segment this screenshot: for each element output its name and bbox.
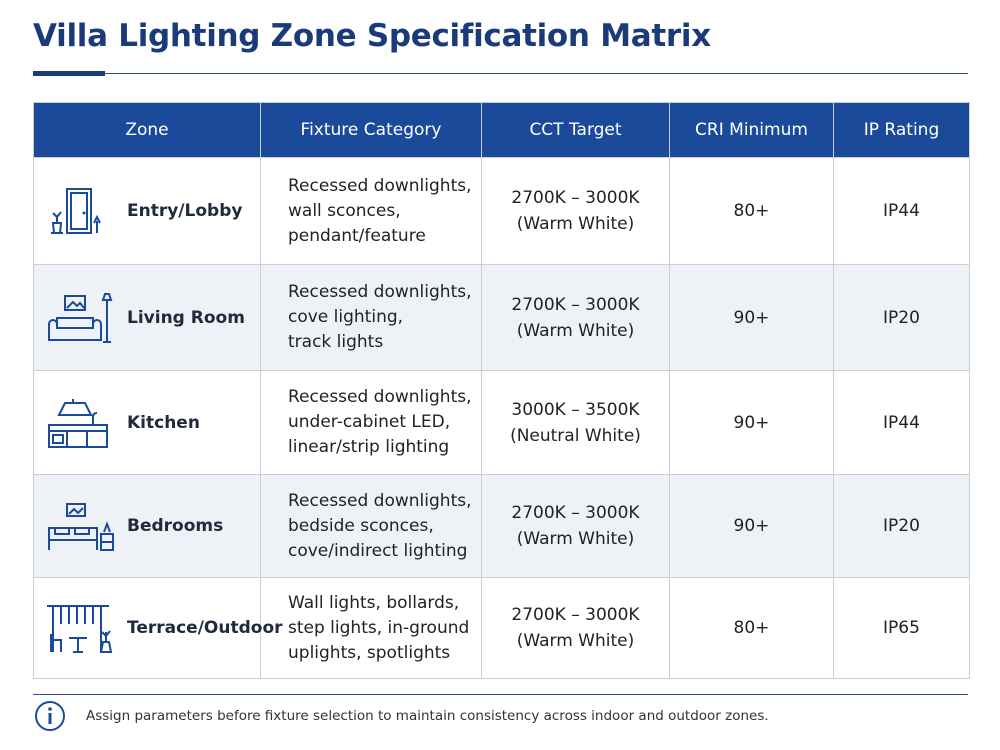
zone-cell: Bedrooms <box>33 474 261 578</box>
ip-cell: IP20 <box>833 474 970 578</box>
zone-cell: Kitchen <box>33 370 261 475</box>
ip-cell: IP44 <box>833 370 970 475</box>
fixture-line: linear/strip lighting <box>288 437 450 457</box>
cct-line: (Warm White) <box>516 631 635 651</box>
fixture-cell: Wall lights, bollards, step lights, in-gr… <box>260 577 482 679</box>
header-row: Zone Fixture Category CCT Target CRI Minimu… <box>33 102 970 158</box>
cct-line: 2700K – 3000K <box>511 294 640 315</box>
fixture-cell: Recessed downlights, wall sconces, pendant… <box>260 157 482 265</box>
zone-cell: Entry/Lobby <box>33 157 261 265</box>
zone-wrap: Terrace/Outdoor <box>35 600 283 656</box>
zone-name: Living Room <box>127 307 245 328</box>
zone-icon <box>48 292 113 343</box>
fixture-line: wall sconces, <box>288 200 401 221</box>
column-header: IP Rating <box>833 102 970 158</box>
zone-cell: Living Room <box>33 264 261 371</box>
zone-name: Bedrooms <box>127 516 224 536</box>
spec-table: Zone Fixture Category CCT Target CRI Minimu… <box>33 102 970 679</box>
title-accent <box>33 71 105 76</box>
column-header: CRI Minimum <box>669 102 834 158</box>
fixture-cell: Recessed downlights, under-cabinet LED, li… <box>260 370 482 475</box>
cri-cell: 80+ <box>669 577 834 679</box>
fixture-line: Recessed downlights, <box>288 387 472 407</box>
zone-icon <box>47 605 113 653</box>
cct-line: (Warm White) <box>516 320 635 341</box>
footer-rule <box>33 694 968 695</box>
cct-cell: 2700K – 3000K (Warm White) <box>481 474 670 578</box>
table-row: Terrace/Outdoor Wall lights, bollards, ste… <box>33 577 970 679</box>
fixture-line: Wall lights, bollards, <box>288 592 460 613</box>
table-row: Bedrooms Recessed downlights, bedside scon… <box>33 474 970 578</box>
ip-cell: IP20 <box>833 264 970 371</box>
zone-cell: Terrace/Outdoor <box>33 577 283 679</box>
cct-line: (Warm White) <box>516 529 635 549</box>
cct-line: (Neutral White) <box>510 425 641 446</box>
ip-cell: IP65 <box>833 577 970 679</box>
table-row: Entry/Lobby Recessed downlights, wall scon… <box>33 157 970 265</box>
fixture-line: cove/indirect lighting <box>288 540 468 561</box>
cri-cell: 90+ <box>669 370 834 475</box>
fixture-line: step lights, in-ground <box>288 617 470 638</box>
fixture-line: track lights <box>288 332 384 352</box>
fixture-cell: Recessed downlights, bedside sconces, cove… <box>260 474 482 578</box>
ip-cell: IP44 <box>833 157 970 265</box>
zone-wrap: Kitchen <box>35 395 259 451</box>
info-icon <box>35 701 65 731</box>
cct-line: (Warm White) <box>516 214 635 234</box>
cct-cell: 3000K – 3500K (Neutral White) <box>481 370 670 475</box>
column-header: CCT Target <box>481 102 670 158</box>
table-body: Entry/Lobby Recessed downlights, wall scon… <box>33 157 970 679</box>
cct-line: 2700K – 3000K <box>511 503 640 523</box>
cct-cell: 2700K – 3000K (Warm White) <box>481 577 670 679</box>
table-row: Kitchen Recessed downlights, under-cabinet… <box>33 370 970 475</box>
zone-wrap: Bedrooms <box>35 498 259 554</box>
fixture-line: bedside sconces, <box>288 515 434 536</box>
footnote: Assign parameters before fixture selecti… <box>86 708 769 724</box>
cri-cell: 80+ <box>669 157 834 265</box>
zone-icon <box>48 398 108 448</box>
cct-line: 2700K – 3000K <box>511 188 640 208</box>
zone-icon <box>51 188 101 234</box>
table-row: Living Room Recessed downlights, cove ligh… <box>33 264 970 371</box>
fixture-line: pendant/feature <box>288 225 426 246</box>
fixture-line: cove lighting, <box>288 307 404 327</box>
cct-line: 2700K – 3000K <box>511 605 640 625</box>
fixture-line: Recessed downlights, <box>288 282 472 302</box>
cct-cell: 2700K – 3000K (Warm White) <box>481 157 670 265</box>
title-rule <box>33 73 968 74</box>
column-header: Zone <box>33 102 261 158</box>
cri-cell: 90+ <box>669 264 834 371</box>
zone-icon <box>48 503 114 551</box>
zone-name: Kitchen <box>127 412 200 433</box>
fixture-cell: Recessed downlights, cove lighting, track … <box>260 264 482 371</box>
cct-cell: 2700K – 3000K (Warm White) <box>481 264 670 371</box>
title: Villa Lighting Zone Specification Matrix <box>33 18 711 54</box>
zone-wrap: Entry/Lobby <box>35 183 259 239</box>
zone-name: Terrace/Outdoor <box>127 618 283 638</box>
zone-name: Entry/Lobby <box>127 201 243 221</box>
cri-cell: 90+ <box>669 474 834 578</box>
zone-wrap: Living Room <box>35 290 259 346</box>
column-header: Fixture Category <box>260 102 482 158</box>
fixture-line: Recessed downlights, <box>288 175 472 196</box>
fixture-line: uplights, spotlights <box>288 642 451 663</box>
fixture-line: under-cabinet LED, <box>288 412 451 432</box>
fixture-line: Recessed downlights, <box>288 490 472 511</box>
cct-line: 3000K – 3500K <box>511 399 640 420</box>
